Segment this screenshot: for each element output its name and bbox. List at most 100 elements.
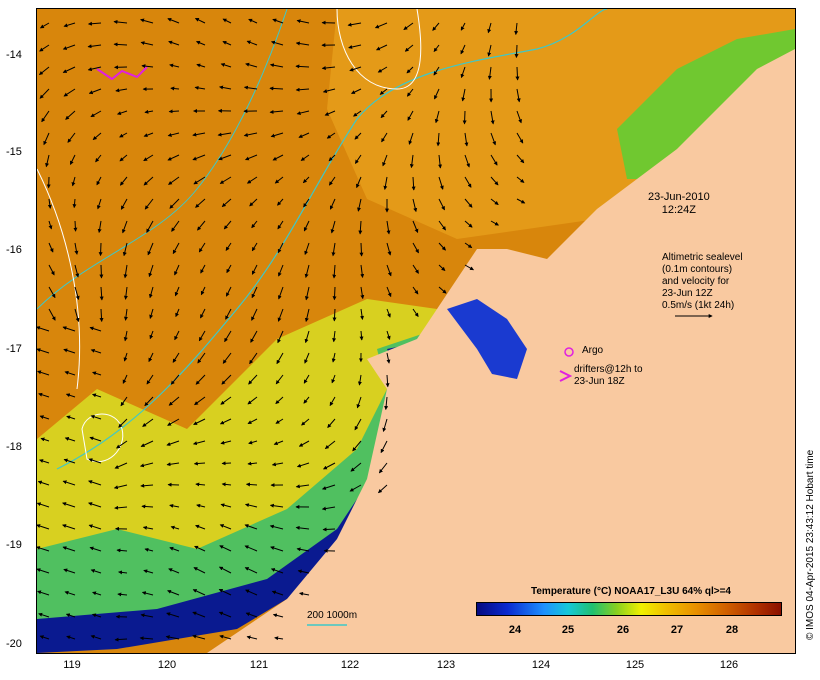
velocity-arrow [464,154,470,168]
velocity-arrow [516,154,525,164]
velocity-arrow [433,44,440,53]
velocity-arrow [303,396,310,404]
velocity-arrow [123,308,128,321]
velocity-arrow [224,330,232,343]
velocity-arrow [149,330,154,340]
velocity-arrow [116,548,128,553]
velocity-arrow [88,524,102,530]
velocity-arrow [65,613,76,618]
velocity-arrow [304,242,310,256]
velocity-arrow [348,44,362,49]
velocity-arrow [349,66,362,72]
velocity-arrow [244,503,258,508]
velocity-arrow [74,264,80,278]
velocity-arrow [144,547,154,552]
velocity-arrow [221,198,232,208]
velocity-arrow [196,63,206,68]
velocity-arrow [403,22,414,31]
velocity-arrow [195,524,206,530]
velocity-arrow [62,326,76,332]
velocity-arrow [411,176,416,191]
velocity-arrow [71,176,76,187]
velocity-arrow [354,132,362,140]
velocity-arrow [168,40,180,46]
velocity-arrow [332,286,337,301]
velocity-arrow [90,634,102,640]
velocity-arrow [63,458,76,464]
velocity-arrow [295,525,310,530]
velocity-arrow [275,396,284,405]
velocity-arrow [167,418,180,426]
velocity-arrow [92,132,102,141]
velocity-arrow [374,22,388,29]
sealevel-line: and velocity for [662,276,730,287]
sealevel-contour-north [336,9,422,90]
velocity-arrow [385,374,390,388]
sealevel-line: 23-Jun 12Z [662,288,713,299]
velocity-arrow [148,264,154,278]
velocity-arrow [296,462,310,468]
velocity-arrow [39,88,50,99]
velocity-arrow [331,352,336,363]
velocity-arrow [114,462,128,469]
velocity-arrow [220,396,232,405]
velocity-arrow [515,66,520,81]
velocity-arrow [248,440,258,445]
velocity-arrow [356,176,362,189]
latitude-tick-label: -17 [6,343,22,355]
credit-text: © IMOS 04-Apr-2015 23:43:12 Hobart time [805,449,816,640]
velocity-arrow [245,62,258,68]
latitude-tick-label: -14 [6,49,22,61]
velocity-arrow [221,482,232,487]
velocity-arrow [324,110,336,116]
velocity-arrow [244,524,258,530]
velocity-arrow [91,613,102,618]
velocity-arrow [66,415,76,420]
velocity-arrow [219,418,232,425]
longitude-tick-label: 119 [63,659,81,671]
velocity-arrow [148,352,154,363]
velocity-arrow [195,482,206,487]
velocity-arrow [168,109,180,114]
velocity-arrow [92,591,102,596]
velocity-arrow [114,637,128,642]
velocity-arrow [119,154,128,162]
argo-label: Argo [582,345,604,356]
velocity-arrow [141,591,154,596]
velocity-arrow [167,154,180,161]
velocity-arrow [172,242,180,255]
velocity-arrow [37,590,50,596]
velocity-arrow [460,22,466,31]
velocity-arrow [295,484,310,489]
velocity-arrow [197,352,206,364]
velocity-arrow [72,198,77,209]
velocity-arrow [329,198,336,210]
velocity-arrow [487,66,492,80]
sst-map-canvas [37,9,795,653]
velocity-arrow [99,264,104,279]
velocity-arrow [304,308,310,323]
velocity-arrow [220,63,232,68]
velocity-arrow [139,636,154,641]
velocity-arrow [116,440,128,449]
velocity-arrow [438,154,443,169]
velocity-arrow [143,154,154,162]
velocity-arrow [192,440,206,446]
velocity-arrow [39,415,50,420]
velocity-arrow [221,461,232,466]
velocity-arrow [139,462,154,468]
velocity-arrow [192,634,206,640]
velocity-arrow [98,242,103,257]
velocity-arrow [123,286,128,300]
velocity-arrow [194,17,206,24]
velocity-arrow [380,110,388,119]
velocity-arrow [359,330,364,341]
velocity-arrow [270,132,284,138]
velocity-arrow [47,198,52,209]
velocity-arrow [195,374,206,385]
velocity-arrow [140,41,154,46]
velocity-arrow [269,63,284,68]
velocity-arrow [64,437,76,442]
velocity-arrow [490,154,498,166]
velocity-arrow [140,18,154,24]
